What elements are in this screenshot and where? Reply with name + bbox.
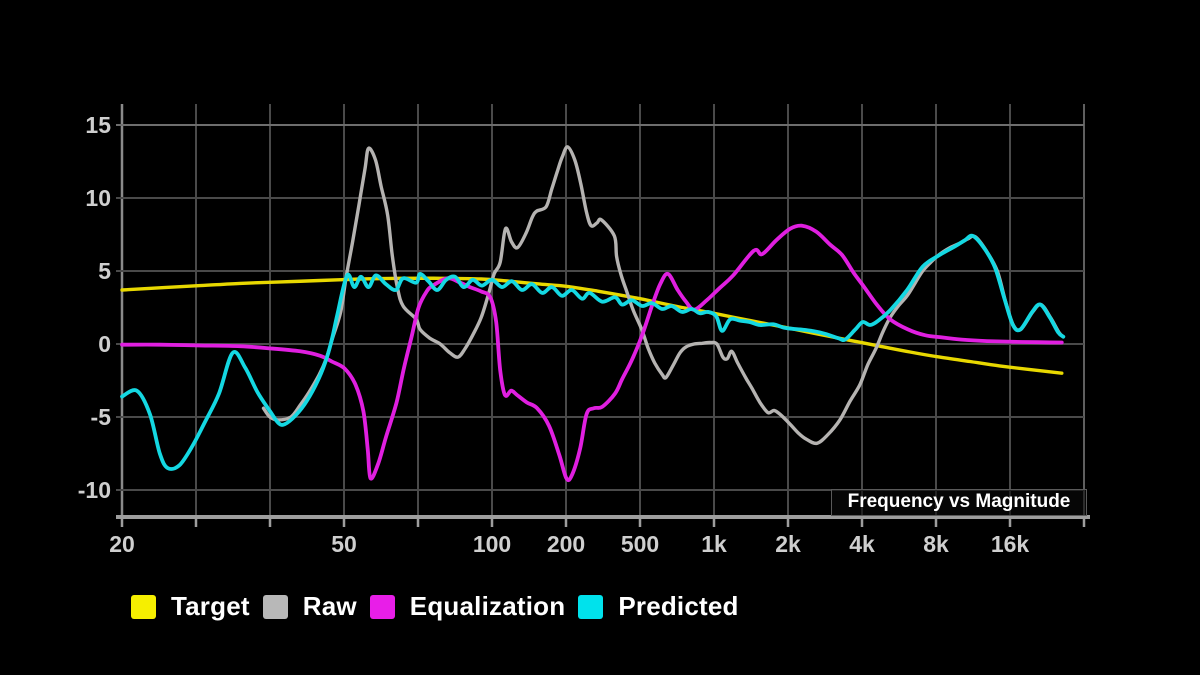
curve-equalization <box>120 223 1064 482</box>
y-tick-label-0: 0 <box>98 331 111 357</box>
chart-legend: Target Raw Equalization Predicted <box>131 591 739 622</box>
x-tick-label-50: 50 <box>331 531 357 557</box>
legend-label: Equalization <box>409 591 566 621</box>
x-tick-label-1k: 1k <box>701 531 727 557</box>
legend-label: Predicted <box>618 591 739 621</box>
x-tick-label-100: 100 <box>472 531 512 557</box>
y-tick-label-15: 15 <box>85 112 111 138</box>
y-tick-label-5: 5 <box>98 258 111 284</box>
x-tick-label-16k: 16k <box>990 531 1030 557</box>
legend-item-equalization[interactable]: Equalization <box>369 591 566 622</box>
legend-label: Target <box>171 591 250 621</box>
legend-item-predicted[interactable]: Predicted <box>578 591 738 622</box>
x-tick-label-2k: 2k <box>775 531 801 557</box>
curve-raw <box>261 145 1065 446</box>
legend-item-raw[interactable]: Raw <box>262 591 357 622</box>
curve-predicted <box>120 233 1066 471</box>
x-tick-label-4k: 4k <box>849 531 875 557</box>
legend-swatch-raw <box>262 594 288 619</box>
y-tick-label--10: -10 <box>77 477 111 503</box>
x-tick-label-20: 20 <box>109 531 135 557</box>
chart-title-box: Frequency vs Magnitude <box>831 489 1087 516</box>
legend-swatch-equalization <box>369 594 395 619</box>
legend-item-target[interactable]: Target <box>131 591 250 622</box>
x-tick-label-8k: 8k <box>923 531 949 557</box>
x-tick-label-200: 200 <box>546 531 586 557</box>
curve-target <box>120 276 1064 375</box>
legend-swatch-target <box>131 594 156 619</box>
legend-swatch-predicted <box>578 594 604 619</box>
y-tick-label--5: -5 <box>90 404 111 430</box>
chart-title: Frequency vs Magnitude <box>847 491 1071 512</box>
legend-label: Raw <box>302 591 357 621</box>
y-tick-label-10: 10 <box>85 185 111 211</box>
x-tick-label-500: 500 <box>620 531 660 557</box>
